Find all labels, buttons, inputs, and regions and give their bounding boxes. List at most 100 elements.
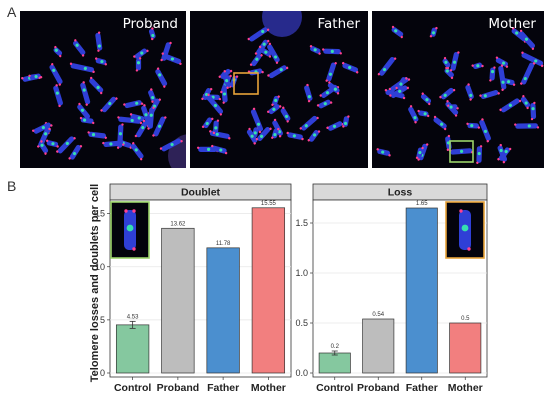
centromere-signal — [531, 107, 535, 111]
telomere-signal — [69, 62, 73, 65]
panel-b-label: B — [7, 178, 17, 194]
chromosome — [148, 88, 156, 103]
chromosome — [445, 134, 452, 151]
telomere-signal — [45, 139, 49, 142]
telomere-signal — [512, 83, 516, 86]
chromosome — [250, 107, 264, 134]
telomere-signal — [216, 119, 220, 122]
bar-proband — [362, 318, 395, 374]
chromosome — [286, 131, 304, 141]
chromosome-arm — [433, 117, 447, 129]
centromere-signal — [135, 101, 139, 105]
telomere-signal — [481, 118, 484, 121]
telomere-signal — [495, 56, 499, 59]
chromosome — [72, 39, 86, 57]
chromosome — [489, 66, 496, 82]
telomere-signal — [421, 146, 424, 150]
chromosome-arm — [379, 56, 395, 76]
telomere-signal — [446, 100, 449, 103]
centromere-signal — [445, 69, 449, 73]
telomere-signal — [226, 86, 229, 89]
chromosome — [415, 146, 424, 159]
chromosome-arm — [130, 143, 144, 159]
telomere-signal — [133, 55, 136, 58]
telomere-signal — [318, 52, 321, 55]
chromosome — [147, 106, 155, 130]
y-tick-label: 5 — [100, 315, 105, 325]
centromere-signal — [118, 132, 123, 136]
telomere-signal — [150, 88, 153, 91]
chromosome — [209, 130, 231, 140]
telomere-signal — [147, 127, 150, 130]
chromosome-arm — [80, 82, 91, 105]
telomere-signal — [94, 57, 98, 60]
centromere-signal — [343, 121, 348, 126]
chromosome-arm — [257, 126, 271, 142]
telomere-signal — [122, 143, 125, 146]
y-tick-label: 1.0 — [295, 268, 308, 278]
centromere-signal — [348, 65, 352, 70]
telomere-signal — [164, 116, 167, 119]
chromosome-arm — [57, 136, 75, 154]
telomere-signal — [260, 54, 263, 57]
chromosome — [89, 76, 104, 95]
highlight-box — [233, 72, 259, 95]
telomere-signal — [428, 102, 431, 106]
centromere-signal — [130, 118, 134, 123]
centromere-signal — [444, 60, 448, 64]
telomere-signal — [79, 116, 83, 120]
telomere-signal — [376, 148, 379, 151]
chromosome — [135, 57, 142, 72]
centromere-signal — [140, 51, 144, 55]
telomere-signal — [306, 83, 309, 87]
telomere-signal — [37, 145, 40, 148]
telomere-signal — [447, 104, 450, 107]
telomere-signal — [512, 27, 515, 30]
telomere-signal — [73, 137, 76, 140]
telomere-signal — [179, 62, 182, 66]
centromere-signal — [449, 105, 453, 109]
telomere-signal — [456, 107, 459, 110]
centromere-signal — [425, 98, 429, 102]
chromosome-arm — [440, 87, 454, 100]
chromosome — [420, 92, 432, 106]
telomere-signal — [247, 37, 250, 41]
telomere-signal — [223, 70, 226, 73]
data-label: 11.78 — [216, 241, 231, 247]
centromere-signal — [499, 148, 503, 153]
telomere-signal — [92, 70, 95, 74]
telomere-signal — [267, 74, 270, 77]
telomere-signal — [161, 52, 164, 55]
centromere-signal — [284, 114, 289, 118]
telomere-signal — [301, 137, 304, 141]
centromere-signal — [256, 122, 261, 126]
inset-telomere — [132, 209, 136, 213]
telomere-signal — [334, 62, 337, 65]
telomere-signal — [180, 140, 183, 143]
telomere-signal — [342, 61, 345, 65]
telomere-signal — [56, 145, 59, 148]
chromosome — [258, 45, 272, 58]
telomere-signal — [406, 86, 410, 90]
centromere-signal — [273, 133, 277, 137]
telomere-signal — [489, 79, 492, 82]
chromosome — [520, 95, 531, 110]
telomere-signal — [443, 56, 447, 60]
telomere-signal — [135, 69, 139, 72]
chromosome — [38, 140, 49, 155]
centromere-signal — [250, 134, 254, 138]
y-tick-label: 15 — [95, 209, 105, 219]
chromosome — [479, 118, 491, 143]
centromere-signal — [490, 70, 495, 74]
y-tick-label: 1.5 — [295, 218, 308, 228]
chromosome-arm — [53, 47, 63, 56]
telomere-signal — [452, 88, 456, 92]
telomere-signal — [152, 106, 155, 110]
chromosome — [69, 62, 95, 74]
x-tick-label: Control — [114, 382, 151, 394]
chromosome — [201, 117, 214, 129]
centromere-signal — [44, 132, 48, 136]
telomere-signal — [377, 72, 381, 76]
chromosome — [376, 148, 391, 157]
chromosome — [479, 89, 500, 100]
